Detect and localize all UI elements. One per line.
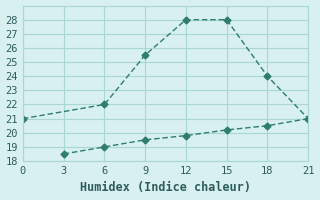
X-axis label: Humidex (Indice chaleur): Humidex (Indice chaleur)	[80, 181, 251, 194]
